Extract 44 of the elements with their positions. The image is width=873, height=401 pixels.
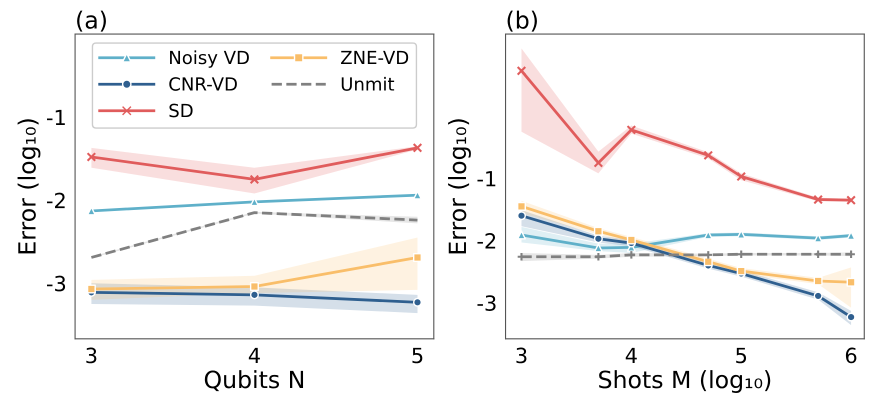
point	[250, 282, 259, 292]
x-tick-label: 4	[248, 348, 260, 364]
x-tick-label: 6	[846, 348, 856, 364]
y-tick-label: -3	[46, 276, 66, 292]
point	[814, 291, 823, 300]
point	[814, 276, 823, 286]
x-tick-label: 5	[736, 348, 746, 364]
y-tick-label: -1	[46, 110, 65, 126]
point	[703, 150, 714, 160]
point	[516, 66, 526, 76]
x-axis-title: Qubits N	[204, 370, 304, 392]
legend-label: Noisy VD	[170, 50, 249, 68]
y-tick-label: -2	[477, 233, 496, 248]
point	[626, 125, 636, 135]
point	[412, 143, 422, 153]
point	[250, 290, 259, 300]
point	[704, 257, 713, 266]
y-axis-title: Error (log₁₀)	[448, 119, 471, 254]
x-tick-label: 3	[516, 348, 526, 364]
x-axis-title: Shots M (log₁₀)	[599, 370, 770, 393]
point	[626, 235, 636, 244]
x-tick-label: 3	[86, 348, 96, 364]
point	[594, 226, 603, 236]
point	[736, 266, 746, 276]
legend-label: Unmit	[342, 76, 394, 91]
point	[86, 152, 96, 162]
point	[626, 250, 636, 260]
point	[813, 194, 823, 204]
y-axis-title: Error (log₁₀)	[18, 119, 40, 254]
x-tick-label: 4	[626, 348, 637, 364]
point	[250, 174, 260, 184]
point	[846, 195, 856, 205]
y-tick-label: -3	[477, 295, 496, 311]
point	[412, 252, 422, 262]
legend-label: CNR-VD	[169, 77, 237, 91]
chart-title: (b)	[508, 10, 537, 32]
chart-title: (a)	[77, 10, 106, 32]
x-tick-label: 5	[412, 348, 422, 364]
y-tick-label: -1	[477, 171, 496, 186]
point	[412, 298, 422, 307]
legend-label: SD	[169, 104, 193, 118]
point	[736, 172, 746, 182]
legend-label: ZNE-VD	[341, 50, 408, 64]
y-tick-label: -2	[46, 192, 65, 208]
